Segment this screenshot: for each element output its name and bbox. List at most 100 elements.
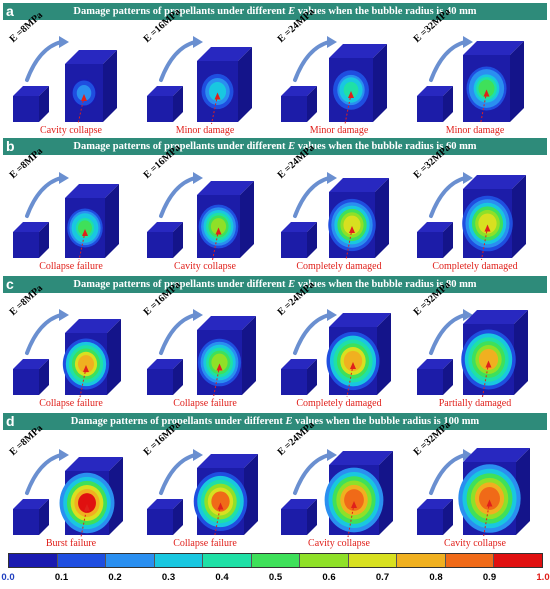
damage-contour bbox=[78, 493, 96, 513]
transfer-arrow bbox=[293, 313, 331, 355]
block-top bbox=[463, 175, 526, 189]
panel-body: E =8MPa Collapse failure E =16MPa Collapse … bbox=[3, 279, 547, 411]
arrow-head bbox=[59, 309, 69, 321]
model-render bbox=[147, 36, 252, 125]
small-cube-side bbox=[173, 222, 183, 258]
arrow-head bbox=[193, 449, 203, 461]
pointer-head bbox=[217, 502, 224, 510]
colorbar-segment bbox=[251, 554, 301, 567]
transfer-arrow bbox=[429, 313, 467, 355]
block-side bbox=[379, 451, 393, 535]
damage-caption: Collapse failure bbox=[39, 261, 103, 272]
small-cube-top bbox=[147, 222, 183, 232]
block-side bbox=[107, 319, 121, 395]
damage-contour bbox=[211, 353, 228, 372]
damage-contour bbox=[478, 348, 499, 371]
small-cube-front bbox=[417, 369, 443, 395]
small-cube-side bbox=[307, 222, 317, 258]
small-cube-side bbox=[173, 86, 183, 122]
pointer-line bbox=[346, 364, 354, 398]
pointer-line bbox=[213, 366, 220, 398]
block-top bbox=[197, 316, 256, 330]
arrow-head bbox=[59, 449, 69, 461]
block-top bbox=[329, 313, 391, 327]
pointer-line bbox=[344, 93, 352, 125]
transfer-arrow bbox=[293, 453, 331, 495]
pointer-line bbox=[211, 95, 218, 125]
colorbar-tick: 0.5 bbox=[268, 572, 283, 583]
transfer-arrow bbox=[159, 40, 197, 82]
result-cell: E =24MPa Completely damaged bbox=[271, 279, 407, 411]
small-cube-top bbox=[13, 86, 49, 96]
pointer-head bbox=[81, 94, 87, 101]
colorbar-segment bbox=[106, 554, 155, 567]
pointer-head bbox=[83, 365, 89, 372]
colorbar-tick: 0.2 bbox=[108, 572, 122, 583]
model-render bbox=[13, 36, 117, 125]
pointer-head bbox=[351, 501, 357, 508]
transfer-arrow bbox=[25, 313, 63, 355]
model-render bbox=[281, 309, 391, 398]
arrow-head bbox=[193, 172, 203, 184]
transfer-arrow bbox=[293, 40, 331, 82]
colorbar-tick: 0.8 bbox=[429, 572, 443, 583]
damage-caption: Cavity collapse bbox=[174, 261, 236, 272]
small-cube-top bbox=[281, 222, 317, 232]
block-side bbox=[373, 44, 387, 122]
block-side bbox=[516, 448, 530, 535]
transfer-arrow bbox=[25, 40, 63, 82]
small-cube-front bbox=[417, 232, 443, 258]
damage-contour bbox=[210, 84, 225, 99]
colorbar-tick: 0.0 bbox=[1, 572, 15, 583]
small-cube-top bbox=[417, 222, 453, 232]
damage-caption: Minor damage bbox=[175, 125, 235, 136]
pointer-head bbox=[483, 89, 490, 97]
arrow-head bbox=[327, 172, 337, 184]
arrow-head bbox=[193, 309, 203, 321]
model-render bbox=[13, 449, 123, 538]
panel-letter: c bbox=[6, 276, 14, 292]
small-cube-top bbox=[417, 499, 453, 509]
block-top bbox=[65, 184, 119, 198]
result-cell: E =24MPa Cavity collapse bbox=[271, 419, 407, 551]
small-cube-front bbox=[13, 96, 39, 122]
damage-contour bbox=[77, 355, 95, 373]
colorbar-tick: 1.0 bbox=[536, 572, 550, 583]
result-cell: E =32MPa Minor damage bbox=[407, 6, 543, 138]
panel-title: Damage patterns of propellants under dif… bbox=[3, 138, 547, 155]
pointer-head bbox=[485, 360, 492, 368]
result-cell: E =32MPa Cavity collapse bbox=[407, 419, 543, 551]
model-render bbox=[281, 36, 387, 125]
result-cell: E =16MPa Collapse failure bbox=[137, 419, 273, 551]
transfer-arrow bbox=[429, 40, 467, 82]
colorbar-tick: 0.4 bbox=[215, 572, 229, 583]
block-side bbox=[240, 181, 254, 258]
damage-contour bbox=[343, 350, 363, 372]
model-render bbox=[417, 36, 524, 125]
small-cube-front bbox=[147, 96, 173, 122]
pointer-line bbox=[212, 230, 219, 261]
result-cell: E =8MPa Burst failure bbox=[3, 423, 139, 551]
small-cube-top bbox=[147, 86, 183, 96]
pointer-line bbox=[78, 231, 86, 261]
arrow-head bbox=[463, 172, 473, 184]
small-cube-front bbox=[13, 509, 39, 535]
block-side bbox=[244, 454, 258, 535]
result-cell: E =32MPa Partially damaged bbox=[407, 279, 543, 411]
small-cube-side bbox=[39, 359, 49, 395]
result-cell: E =8MPa Cavity collapse bbox=[3, 10, 139, 138]
colorbar-tick: 0.7 bbox=[375, 572, 390, 583]
small-cube-front bbox=[13, 232, 39, 258]
small-cube-front bbox=[281, 232, 307, 258]
small-cube-top bbox=[147, 499, 183, 509]
damage-caption: Completely damaged bbox=[296, 261, 382, 272]
colorbar-segment bbox=[203, 554, 252, 567]
colorbar-segment bbox=[154, 554, 204, 567]
panel-body: E =8MPa Collapse failure E =16MPa Cavity co… bbox=[3, 142, 547, 274]
colorbar-segment bbox=[397, 554, 446, 567]
block-top bbox=[329, 451, 393, 465]
pointer-line bbox=[214, 505, 221, 538]
panel-title: Damage patterns of propellants under dif… bbox=[3, 413, 547, 430]
pointer-line bbox=[483, 502, 490, 538]
model-render bbox=[147, 172, 254, 261]
